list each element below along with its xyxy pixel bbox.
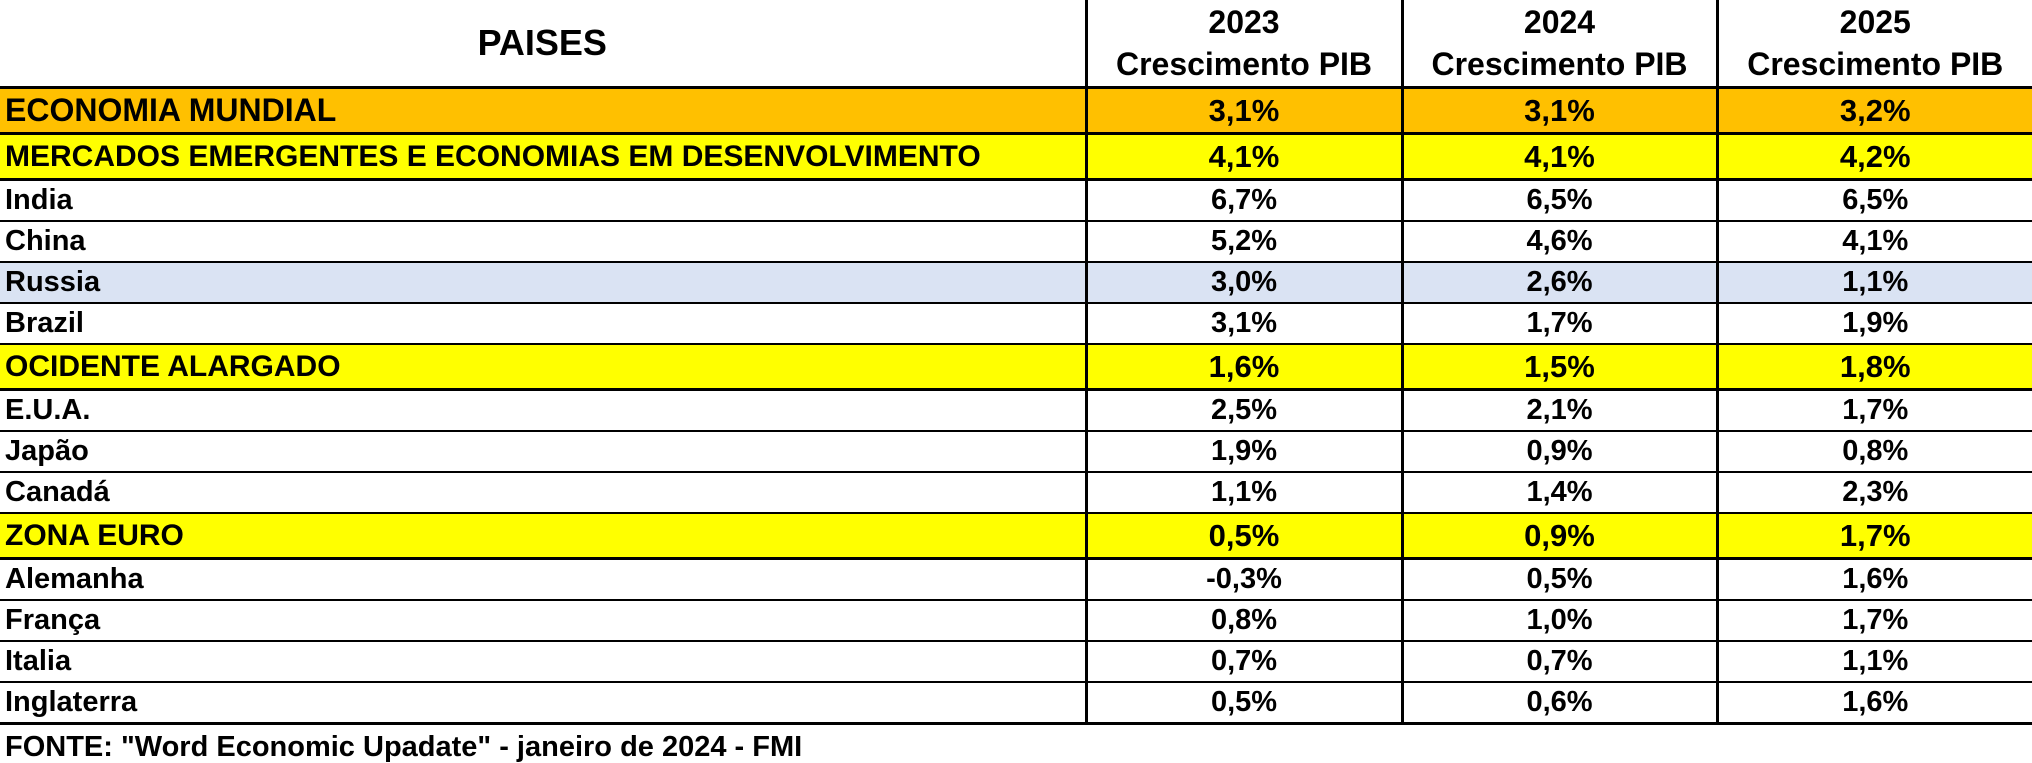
growth-value-cell: 0,9% — [1400, 513, 1717, 560]
table-row: Italia 0,7% 0,7% 1,1% — [0, 641, 2032, 683]
growth-value-cell: 2,5% — [1084, 389, 1402, 432]
growth-value-cell: -0,3% — [1084, 558, 1402, 601]
growth-value-cell: 1,5% — [1400, 344, 1717, 391]
table-row: França 0,8% 1,0% 1,7% — [0, 600, 2032, 642]
growth-value-cell: 3,2% — [1715, 87, 2032, 135]
growth-value-cell: 3,1% — [1084, 303, 1402, 345]
growth-value-cell: 5,2% — [1084, 221, 1402, 263]
growth-value-cell: 3,0% — [1084, 262, 1402, 304]
growth-value-cell: 4,1% — [1400, 133, 1717, 181]
table-header-row: PAISES 2023 Crescimento PIB 2024 Crescim… — [0, 0, 2032, 89]
table-row: Inglaterra 0,5% 0,6% 1,6% — [0, 682, 2032, 725]
growth-value-cell: 1,8% — [1715, 344, 2032, 391]
growth-value-cell: 1,7% — [1715, 389, 2032, 432]
country-name-cell: Italia — [0, 641, 1086, 683]
country-name-cell: E.U.A. — [0, 389, 1086, 432]
growth-value-cell: 2,6% — [1400, 262, 1717, 304]
table-row: China 5,2% 4,6% 4,1% — [0, 221, 2032, 263]
country-name-cell: ZONA EURO — [0, 513, 1086, 560]
country-name-cell: Brazil — [0, 303, 1086, 345]
column-label: Crescimento PIB — [1747, 46, 2004, 82]
column-year: 2024 — [1523, 4, 1596, 40]
table-row: MERCADOS EMERGENTES E ECONOMIAS EM DESEN… — [0, 133, 2032, 181]
column-label: Crescimento PIB — [1431, 46, 1688, 82]
growth-value-cell: 4,6% — [1400, 221, 1717, 263]
growth-value-cell: 1,9% — [1715, 303, 2032, 345]
country-name-cell: Russia — [0, 262, 1086, 304]
column-header-2023: 2023 Crescimento PIB — [1084, 0, 1402, 89]
column-year: 2025 — [1839, 4, 1911, 40]
growth-value-cell: 6,7% — [1084, 179, 1402, 222]
column-label: Crescimento PIB — [1115, 46, 1373, 82]
table-row: Alemanha -0,3% 0,5% 1,6% — [0, 558, 2032, 601]
growth-value-cell: 1,7% — [1715, 600, 2032, 642]
growth-value-cell: 0,8% — [1715, 431, 2032, 473]
table-row: Russia 3,0% 2,6% 1,1% — [0, 262, 2032, 304]
growth-value-cell: 1,6% — [1715, 682, 2032, 725]
country-column-header: PAISES — [0, 0, 1086, 89]
country-name-cell: Inglaterra — [0, 682, 1086, 725]
growth-value-cell: 2,3% — [1715, 472, 2032, 514]
growth-value-cell: 1,1% — [1715, 641, 2032, 683]
table-row: ZONA EURO 0,5% 0,9% 1,7% — [0, 513, 2032, 560]
table-row: Japão 1,9% 0,9% 0,8% — [0, 431, 2032, 473]
growth-value-cell: 2,1% — [1400, 389, 1717, 432]
growth-value-cell: 0,5% — [1084, 513, 1402, 560]
growth-value-cell: 1,6% — [1715, 558, 2032, 601]
column-header-2024: 2024 Crescimento PIB — [1400, 0, 1717, 89]
country-name-cell: França — [0, 600, 1086, 642]
country-name-cell: ECONOMIA MUNDIAL — [0, 87, 1086, 135]
country-name-cell: India — [0, 179, 1086, 222]
country-name-cell: China — [0, 221, 1086, 263]
growth-value-cell: 1,7% — [1715, 513, 2032, 560]
country-name-cell: OCIDENTE ALARGADO — [0, 344, 1086, 391]
growth-value-cell: 1,1% — [1084, 472, 1402, 514]
country-name-cell: MERCADOS EMERGENTES E ECONOMIAS EM DESEN… — [0, 133, 1086, 181]
table-row: ECONOMIA MUNDIAL 3,1% 3,1% 3,2% — [0, 87, 2032, 135]
growth-value-cell: 0,5% — [1400, 558, 1717, 601]
growth-value-cell: 1,1% — [1715, 262, 2032, 304]
growth-value-cell: 1,0% — [1400, 600, 1717, 642]
country-name-cell: Alemanha — [0, 558, 1086, 601]
table-row: Canadá 1,1% 1,4% 2,3% — [0, 472, 2032, 514]
country-name-cell: Canadá — [0, 472, 1086, 514]
growth-value-cell: 0,7% — [1400, 641, 1717, 683]
column-header-2025: 2025 Crescimento PIB — [1715, 0, 2032, 89]
gdp-growth-table: PAISES 2023 Crescimento PIB 2024 Crescim… — [0, 0, 2032, 725]
source-note: FONTE: "Word Economic Upadate" - janeiro… — [5, 731, 803, 763]
table-row: India 6,7% 6,5% 6,5% — [0, 179, 2032, 222]
table-row: OCIDENTE ALARGADO 1,6% 1,5% 1,8% — [0, 344, 2032, 391]
growth-value-cell: 6,5% — [1400, 179, 1717, 222]
growth-value-cell: 0,8% — [1084, 600, 1402, 642]
column-year: 2023 — [1208, 4, 1280, 40]
growth-value-cell: 0,5% — [1084, 682, 1402, 725]
table-row: Brazil 3,1% 1,7% 1,9% — [0, 303, 2032, 345]
growth-value-cell: 6,5% — [1715, 179, 2032, 222]
growth-value-cell: 1,9% — [1084, 431, 1402, 473]
country-name-cell: Japão — [0, 431, 1086, 473]
growth-value-cell: 4,1% — [1715, 221, 2032, 263]
growth-value-cell: 3,1% — [1400, 87, 1717, 135]
growth-value-cell: 1,6% — [1084, 344, 1402, 391]
table-row: E.U.A. 2,5% 2,1% 1,7% — [0, 389, 2032, 432]
growth-value-cell: 3,1% — [1084, 87, 1402, 135]
growth-value-cell: 0,7% — [1084, 641, 1402, 683]
growth-value-cell: 0,9% — [1400, 431, 1717, 473]
growth-value-cell: 4,1% — [1084, 133, 1402, 181]
growth-value-cell: 1,7% — [1400, 303, 1717, 345]
growth-value-cell: 1,4% — [1400, 472, 1717, 514]
growth-value-cell: 4,2% — [1715, 133, 2032, 181]
growth-value-cell: 0,6% — [1400, 682, 1717, 725]
